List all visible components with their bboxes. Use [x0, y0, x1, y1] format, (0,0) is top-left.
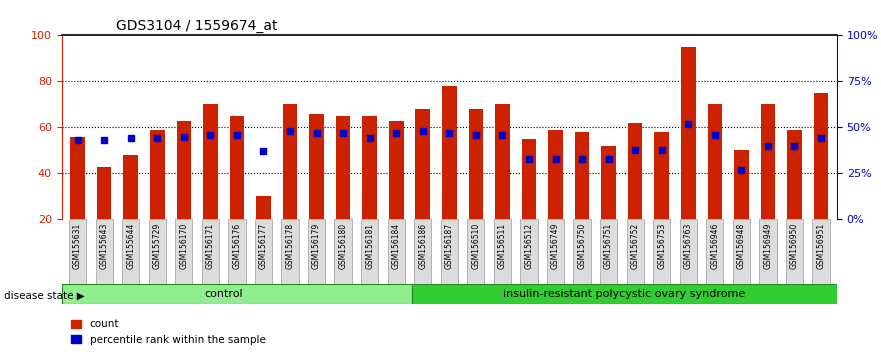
Bar — [309, 114, 324, 219]
FancyBboxPatch shape — [521, 219, 537, 285]
FancyBboxPatch shape — [574, 219, 590, 285]
Text: GSM156184: GSM156184 — [392, 223, 401, 269]
Text: insulin-resistant polycystic ovary syndrome: insulin-resistant polycystic ovary syndr… — [503, 289, 745, 299]
FancyBboxPatch shape — [202, 219, 219, 285]
Bar — [336, 116, 351, 219]
FancyBboxPatch shape — [308, 219, 325, 285]
FancyBboxPatch shape — [95, 219, 113, 285]
Text: GSM156751: GSM156751 — [604, 223, 613, 269]
Bar — [814, 93, 828, 219]
Bar — [734, 150, 749, 219]
FancyBboxPatch shape — [759, 219, 776, 285]
Text: GSM156510: GSM156510 — [471, 223, 480, 269]
Bar — [283, 104, 297, 219]
Text: GSM156177: GSM156177 — [259, 223, 268, 269]
Text: disease state ▶: disease state ▶ — [4, 291, 85, 301]
FancyBboxPatch shape — [281, 219, 299, 285]
Bar — [681, 47, 696, 219]
FancyBboxPatch shape — [414, 219, 432, 285]
FancyBboxPatch shape — [786, 219, 803, 285]
Text: GSM156946: GSM156946 — [710, 223, 719, 269]
FancyBboxPatch shape — [679, 219, 697, 285]
FancyBboxPatch shape — [412, 284, 837, 304]
Bar — [230, 116, 244, 219]
Text: GSM156186: GSM156186 — [418, 223, 427, 269]
FancyBboxPatch shape — [626, 219, 644, 285]
Text: GSM156948: GSM156948 — [737, 223, 746, 269]
FancyBboxPatch shape — [228, 219, 246, 285]
FancyBboxPatch shape — [175, 219, 192, 285]
Text: GSM155644: GSM155644 — [126, 223, 135, 269]
Text: GSM156763: GSM156763 — [684, 223, 692, 269]
Text: GSM155729: GSM155729 — [152, 223, 162, 269]
Text: GSM156951: GSM156951 — [817, 223, 825, 269]
Bar — [495, 104, 510, 219]
Text: GSM156511: GSM156511 — [498, 223, 507, 269]
FancyBboxPatch shape — [467, 219, 485, 285]
FancyBboxPatch shape — [361, 219, 378, 285]
Bar — [256, 196, 270, 219]
Legend: count, percentile rank within the sample: count, percentile rank within the sample — [67, 315, 270, 349]
Bar — [362, 116, 377, 219]
Text: GSM156949: GSM156949 — [764, 223, 773, 269]
Text: control: control — [204, 289, 243, 299]
FancyBboxPatch shape — [440, 219, 458, 285]
Bar — [602, 146, 616, 219]
Text: GSM156181: GSM156181 — [365, 223, 374, 269]
Bar — [389, 120, 403, 219]
Bar — [70, 137, 85, 219]
FancyBboxPatch shape — [69, 219, 86, 285]
Bar — [416, 109, 430, 219]
Bar — [655, 132, 669, 219]
Text: GSM156187: GSM156187 — [445, 223, 454, 269]
FancyBboxPatch shape — [149, 219, 166, 285]
Bar — [203, 104, 218, 219]
Text: GSM156176: GSM156176 — [233, 223, 241, 269]
FancyBboxPatch shape — [812, 219, 830, 285]
Bar — [469, 109, 483, 219]
FancyBboxPatch shape — [62, 284, 412, 304]
Bar — [442, 86, 456, 219]
FancyBboxPatch shape — [653, 219, 670, 285]
Text: GSM156180: GSM156180 — [338, 223, 348, 269]
Text: GSM155643: GSM155643 — [100, 223, 108, 269]
Text: GDS3104 / 1559674_at: GDS3104 / 1559674_at — [116, 19, 278, 33]
Bar — [522, 139, 537, 219]
Text: GSM156170: GSM156170 — [180, 223, 189, 269]
Text: GSM156750: GSM156750 — [578, 223, 587, 269]
Text: GSM156179: GSM156179 — [312, 223, 321, 269]
Bar — [123, 155, 138, 219]
Bar — [150, 130, 165, 219]
FancyBboxPatch shape — [255, 219, 272, 285]
FancyBboxPatch shape — [388, 219, 405, 285]
Bar — [760, 104, 775, 219]
Text: GSM156950: GSM156950 — [790, 223, 799, 269]
Text: GSM156752: GSM156752 — [631, 223, 640, 269]
Bar — [787, 130, 802, 219]
FancyBboxPatch shape — [707, 219, 723, 285]
Bar — [176, 120, 191, 219]
Bar — [97, 166, 112, 219]
Bar — [548, 130, 563, 219]
Text: GSM155631: GSM155631 — [73, 223, 82, 269]
FancyBboxPatch shape — [122, 219, 139, 285]
FancyBboxPatch shape — [733, 219, 750, 285]
FancyBboxPatch shape — [335, 219, 352, 285]
Text: GSM156749: GSM156749 — [551, 223, 560, 269]
Bar — [574, 132, 589, 219]
Text: GSM156753: GSM156753 — [657, 223, 666, 269]
FancyBboxPatch shape — [493, 219, 511, 285]
FancyBboxPatch shape — [600, 219, 618, 285]
Text: GSM156512: GSM156512 — [524, 223, 534, 269]
Text: GSM156171: GSM156171 — [206, 223, 215, 269]
FancyBboxPatch shape — [547, 219, 564, 285]
Text: GSM156178: GSM156178 — [285, 223, 294, 269]
Bar — [707, 104, 722, 219]
Bar — [628, 123, 642, 219]
